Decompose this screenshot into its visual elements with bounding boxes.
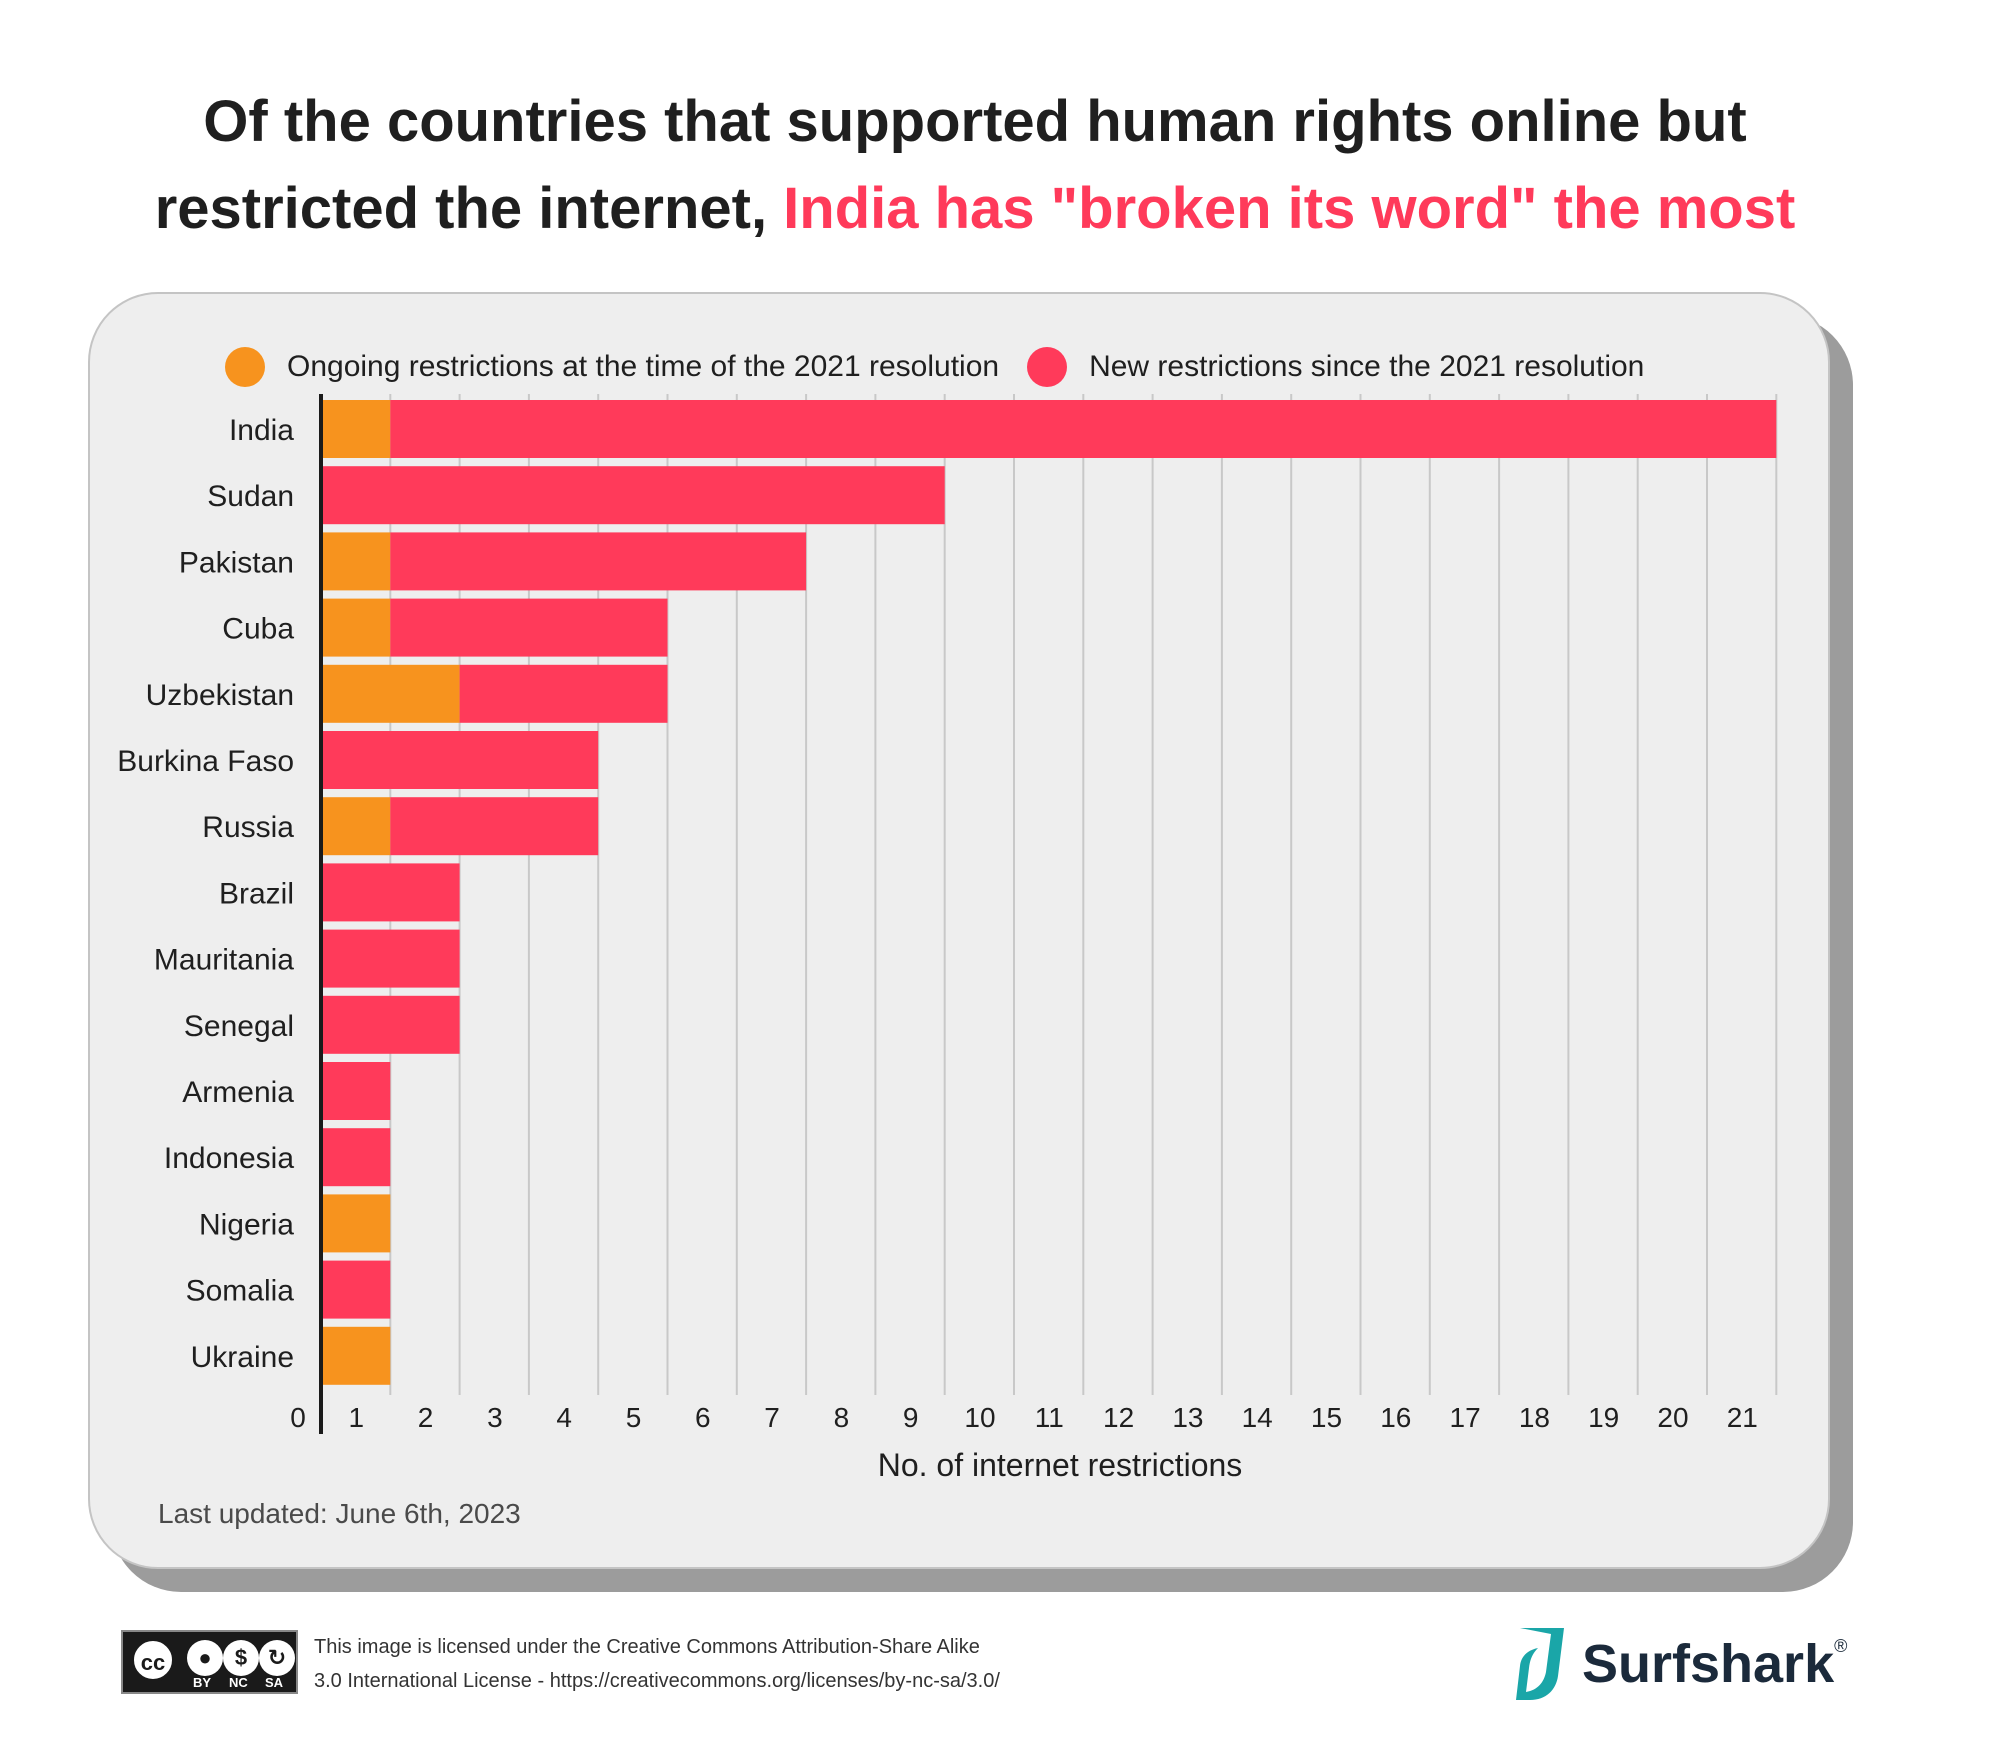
x-tick-label: 16	[1380, 1402, 1411, 1433]
bar-ongoing	[321, 1194, 391, 1253]
category-label: Nigeria	[199, 1208, 294, 1241]
x-tick-label: 0	[290, 1402, 306, 1433]
brand-registered-mark: ®	[1834, 1635, 1848, 1656]
category-label: Cuba	[222, 613, 294, 646]
bar-new	[321, 1128, 391, 1187]
badge-label-nc: NC	[229, 1675, 248, 1690]
category-label: Mauritania	[154, 944, 294, 977]
category-label: Russia	[202, 811, 294, 844]
category-label: Brazil	[219, 877, 294, 910]
bar-new	[321, 863, 460, 922]
legend-dot-ongoing	[225, 347, 265, 387]
bar-ongoing	[321, 664, 460, 723]
bar-new	[390, 400, 1777, 458]
attribution-icon: ●	[187, 1640, 223, 1676]
bar-ongoing	[321, 532, 391, 591]
bar-ongoing	[321, 400, 391, 458]
title-highlight: India has "broken its word" the most	[783, 176, 1796, 241]
license-text: This image is licensed under the Creativ…	[314, 1630, 1000, 1698]
bar-new	[321, 929, 460, 988]
sharealike-icon: ↻	[259, 1640, 295, 1676]
x-tick-label: 11	[1035, 1402, 1064, 1433]
bar-ongoing	[321, 598, 391, 657]
x-tick-label: 4	[556, 1402, 572, 1433]
x-tick-label: 8	[834, 1402, 850, 1433]
license-line-2[interactable]: 3.0 International License - https://crea…	[314, 1670, 1000, 1692]
x-tick-label: 9	[903, 1402, 919, 1433]
bar-new	[390, 532, 807, 591]
legend-entry-ongoing: Ongoing restrictions at the time of the …	[225, 347, 999, 387]
license-line-1: This image is licensed under the Creativ…	[314, 1636, 980, 1658]
x-tick-label: 17	[1450, 1402, 1481, 1433]
title-line-2: restricted the internet,	[154, 176, 784, 241]
category-label: Sudan	[207, 480, 294, 513]
bar-new	[390, 797, 599, 856]
x-tick-label: 15	[1311, 1402, 1342, 1433]
x-tick-label: 18	[1519, 1402, 1550, 1433]
brand-name: Surfshark	[1582, 1634, 1835, 1694]
category-label: Senegal	[184, 1010, 294, 1043]
x-tick-label: 14	[1242, 1402, 1273, 1433]
x-tick-label: 20	[1657, 1402, 1688, 1433]
cc-license-badge[interactable]: cc ● $ ↻ BY NC SA	[121, 1630, 298, 1694]
x-tick-label: 10	[964, 1402, 995, 1433]
cc-icon: cc	[131, 1638, 175, 1682]
title-line-1: Of the countries that supported human ri…	[203, 89, 1747, 154]
badge-label-sa: SA	[265, 1675, 284, 1690]
legend-label-ongoing: Ongoing restrictions at the time of the …	[287, 350, 1000, 383]
x-tick-label: 6	[695, 1402, 711, 1433]
x-tick-label: 13	[1172, 1402, 1203, 1433]
bar-new	[321, 1260, 391, 1319]
bar-ongoing	[321, 1326, 391, 1385]
x-tick-label: 19	[1588, 1402, 1619, 1433]
bar-new	[321, 995, 460, 1054]
x-tick-label: 2	[418, 1402, 434, 1433]
category-label: Uzbekistan	[146, 679, 294, 712]
category-label: India	[229, 414, 294, 447]
category-label: Pakistan	[179, 546, 294, 579]
last-updated: Last updated: June 6th, 2023	[158, 1498, 521, 1529]
legend-label-new: New restrictions since the 2021 resoluti…	[1089, 350, 1645, 383]
category-label: Somalia	[186, 1275, 295, 1308]
bar-new	[321, 466, 945, 525]
x-tick-label: 1	[349, 1402, 365, 1433]
x-tick-label: 5	[626, 1402, 642, 1433]
surfshark-logo-icon	[1516, 1628, 1564, 1700]
bar-new	[459, 664, 668, 723]
bar-new	[321, 1062, 391, 1120]
legend-entry-new: New restrictions since the 2021 resoluti…	[1027, 347, 1644, 387]
category-label: Ukraine	[191, 1341, 294, 1374]
x-tick-label: 7	[764, 1402, 780, 1433]
noncommercial-icon: $	[223, 1640, 259, 1676]
legend: Ongoing restrictions at the time of the …	[225, 344, 1672, 390]
chart-title: Of the countries that supported human ri…	[0, 78, 1950, 252]
category-label: Burkina Faso	[117, 745, 294, 778]
badge-label-by: BY	[193, 1675, 212, 1690]
brand-logo: Surfshark ®	[1510, 1624, 1847, 1704]
x-axis-title: No. of internet restrictions	[878, 1447, 1243, 1483]
category-label: Indonesia	[164, 1142, 294, 1175]
legend-dot-new	[1027, 347, 1068, 387]
bar-new	[321, 731, 599, 789]
x-tick-label: 21	[1727, 1402, 1758, 1433]
x-tick-label: 12	[1103, 1402, 1134, 1433]
bar-new	[390, 598, 668, 657]
x-tick-label: 3	[487, 1402, 503, 1433]
bar-ongoing	[321, 797, 391, 856]
category-label: Armenia	[182, 1076, 294, 1109]
